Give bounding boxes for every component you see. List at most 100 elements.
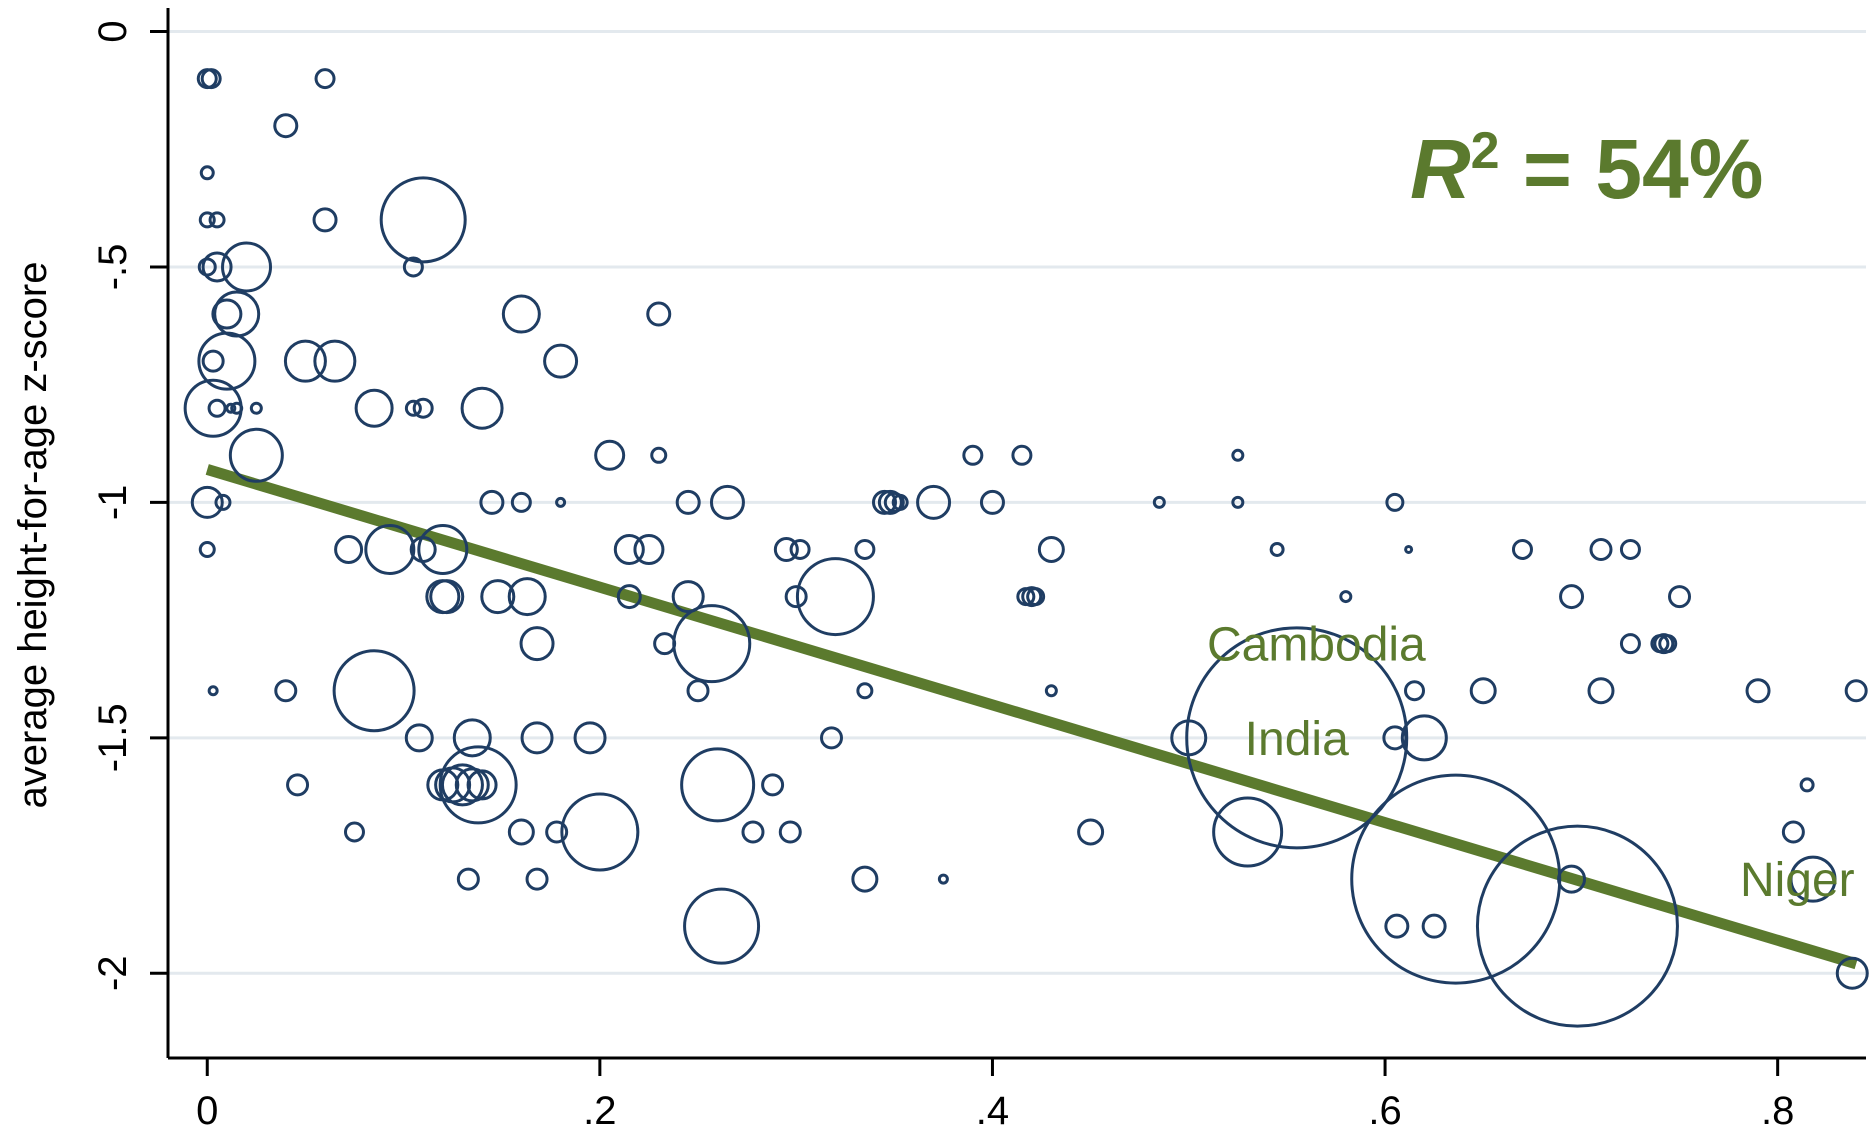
data-point: [1799, 777, 1815, 793]
data-point: [501, 294, 541, 334]
tick-labels: 0 -.5 -1 -1.5 -2 0 .2 .4 .6 .8: [91, 20, 1794, 1131]
data-point: [1557, 864, 1587, 894]
data-point: [851, 865, 879, 893]
data-point: [519, 626, 555, 662]
data-point: [283, 339, 327, 383]
data-point: [211, 298, 243, 330]
data-point: [1021, 586, 1043, 608]
annotation-label: Cambodia: [1207, 619, 1426, 672]
data-point: [1589, 537, 1613, 561]
data-point: [364, 523, 416, 575]
data-point: [819, 726, 843, 750]
data-point: [334, 534, 364, 564]
data-point: [891, 493, 909, 511]
data-point: [1152, 495, 1166, 509]
data-point: [646, 301, 672, 327]
data-point: [1077, 818, 1105, 846]
data-point: [1789, 855, 1837, 903]
data-point: [594, 439, 626, 471]
data-point: [198, 540, 216, 558]
data-point: [510, 491, 532, 513]
data-point: [452, 718, 492, 758]
data-point: [543, 343, 579, 379]
data-point: [1400, 714, 1448, 762]
data-point: [404, 399, 422, 417]
data-point: [440, 763, 484, 807]
data-point: [417, 523, 469, 575]
data-point: [201, 251, 233, 283]
data-point: [680, 747, 756, 823]
data-point: [379, 176, 467, 264]
y-tick-label: -.5: [91, 244, 135, 291]
annotation-label: India: [1245, 713, 1349, 766]
data-point: [466, 769, 498, 801]
data-point: [1382, 725, 1408, 751]
data-point: [201, 349, 225, 373]
data-point: [1231, 448, 1245, 462]
data-point: [1587, 677, 1615, 705]
data-point: [686, 679, 710, 703]
data-point: [207, 398, 227, 418]
data-point: [332, 649, 416, 733]
data-point: [438, 745, 518, 825]
data-point: [937, 873, 949, 885]
axes: [150, 8, 1866, 1076]
data-point: [429, 579, 465, 615]
data-point: [1044, 684, 1058, 698]
data-point: [560, 792, 640, 872]
data-point: [979, 489, 1005, 515]
data-point: [856, 682, 874, 700]
data-point: [1421, 913, 1447, 939]
data-point: [1475, 824, 1679, 1028]
data-point: [412, 397, 434, 419]
data-point: [198, 211, 216, 229]
data-point: [795, 557, 875, 637]
data-point: [213, 290, 261, 338]
data-point: [313, 339, 357, 383]
data-point: [404, 723, 434, 753]
data-point: [525, 867, 549, 891]
data-point: [1350, 773, 1562, 985]
x-tick-label: .2: [583, 1089, 616, 1131]
r-squared-value: = 54%: [1500, 122, 1764, 216]
data-point: [573, 721, 607, 755]
data-point: [208, 211, 226, 229]
data-point: [709, 484, 745, 520]
data-point: [616, 584, 642, 610]
data-point: [225, 402, 237, 414]
data-point: [402, 256, 424, 278]
data-point: [1269, 541, 1285, 557]
data-point: [273, 113, 299, 139]
data-point: [633, 533, 665, 565]
annotations: Cambodia India Niger: [1207, 619, 1855, 907]
data-point: [672, 604, 752, 684]
data-point: [545, 820, 569, 844]
data-point: [507, 577, 547, 617]
data-point: [183, 378, 243, 438]
data-point: [1339, 590, 1353, 604]
fit-line: [205, 464, 1858, 970]
data-point: [480, 579, 516, 615]
data-point: [343, 821, 365, 843]
r-squared-label: R2 = 54%: [1410, 122, 1763, 216]
data-point: [197, 331, 257, 391]
data-point: [1011, 444, 1033, 466]
data-point: [228, 427, 284, 483]
data-point: [883, 491, 905, 513]
fit-line-layer: [205, 464, 1858, 970]
data-point: [507, 818, 535, 846]
data-point: [916, 484, 952, 520]
data-point: [1781, 820, 1805, 844]
data-point: [877, 489, 903, 515]
y-tick-label: 0: [91, 20, 135, 42]
data-point: [314, 68, 336, 90]
data-point: [454, 767, 490, 803]
data-point: [773, 536, 799, 562]
data-point: [214, 493, 232, 511]
data-point: [1384, 913, 1410, 939]
data-point: [675, 489, 701, 515]
data-point: [460, 386, 504, 430]
y-tick-label: -1: [91, 485, 135, 521]
data-point: [1619, 633, 1641, 655]
